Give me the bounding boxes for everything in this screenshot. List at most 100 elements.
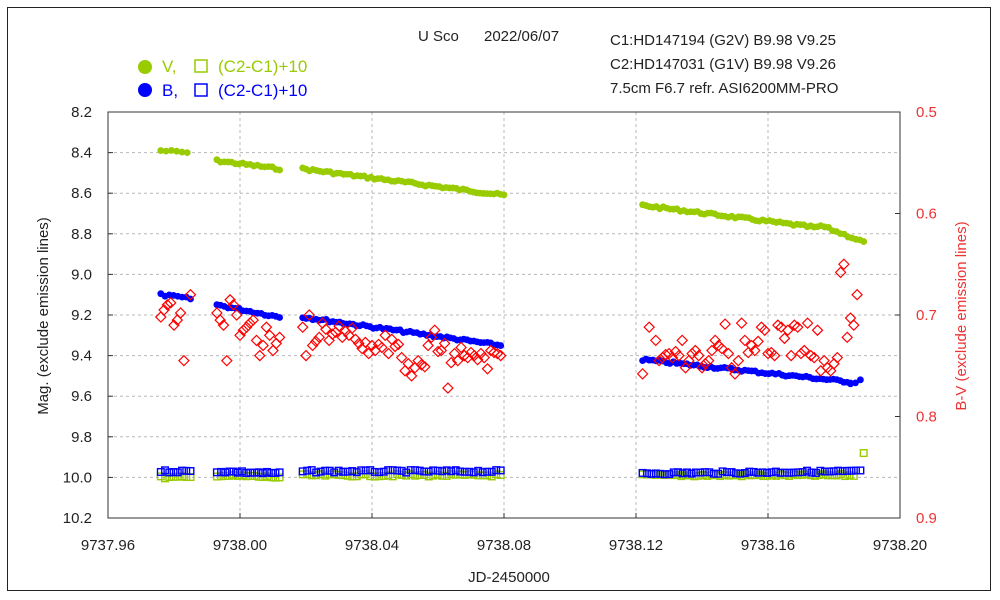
data-point bbox=[859, 449, 868, 458]
data-point bbox=[422, 339, 434, 352]
data-point bbox=[709, 334, 722, 347]
data-point bbox=[665, 470, 674, 479]
data-point bbox=[696, 361, 708, 374]
data-point bbox=[438, 337, 451, 350]
data-point bbox=[465, 467, 474, 476]
data-point bbox=[849, 471, 858, 480]
data-point bbox=[366, 339, 378, 352]
data-point bbox=[643, 321, 656, 334]
y-tick-label: 8.6 bbox=[71, 185, 92, 202]
data-point bbox=[178, 466, 187, 475]
data-point bbox=[411, 471, 420, 480]
data-point bbox=[154, 311, 167, 323]
data-point bbox=[699, 357, 712, 370]
data-point bbox=[825, 467, 834, 476]
data-point bbox=[184, 288, 197, 301]
data-point bbox=[237, 467, 246, 476]
data-point bbox=[715, 342, 728, 355]
data-point bbox=[791, 321, 804, 334]
data-point bbox=[669, 468, 678, 477]
data-point bbox=[224, 293, 236, 306]
data-point bbox=[442, 471, 451, 480]
data-point bbox=[393, 466, 402, 475]
data-point bbox=[691, 468, 700, 477]
data-point bbox=[167, 147, 175, 154]
data-point bbox=[298, 467, 307, 476]
data-point bbox=[768, 349, 781, 362]
data-point bbox=[169, 472, 178, 481]
data-point bbox=[343, 467, 352, 476]
data-point bbox=[424, 472, 433, 481]
data-point bbox=[174, 307, 187, 319]
data-point bbox=[156, 467, 165, 476]
legend-v-marker bbox=[138, 60, 152, 74]
x-tick-label: 9738.04 bbox=[345, 537, 399, 554]
data-point bbox=[718, 467, 727, 476]
data-point bbox=[653, 354, 665, 367]
data-point bbox=[276, 314, 283, 321]
data-point bbox=[758, 324, 771, 337]
data-point bbox=[709, 469, 718, 478]
data-point bbox=[161, 466, 170, 475]
data-point bbox=[402, 357, 415, 370]
y2-tick-label: 0.5 bbox=[916, 104, 937, 121]
data-point bbox=[326, 328, 339, 341]
y-axis-label: Mag. (exclude emission lines) bbox=[35, 217, 52, 415]
legend-b-label: B, bbox=[162, 81, 179, 100]
x-tick-label: 9738.12 bbox=[609, 537, 663, 554]
data-point bbox=[748, 344, 761, 357]
data-point bbox=[794, 468, 803, 477]
legend-markers bbox=[138, 59, 208, 97]
series-b-c2-c1-10 bbox=[156, 466, 865, 479]
data-point bbox=[325, 466, 334, 475]
data-point bbox=[749, 467, 758, 476]
data-point bbox=[330, 468, 339, 477]
legend-b-check-marker bbox=[194, 83, 208, 97]
data-point bbox=[161, 474, 170, 483]
data-point bbox=[772, 319, 784, 331]
data-point bbox=[789, 468, 798, 477]
data-point bbox=[415, 466, 424, 475]
y-tick-label: 10.2 bbox=[63, 510, 92, 527]
instrument-setup: 7.5cm F6.7 refr. ASI6200MM-PRO bbox=[610, 80, 839, 97]
data-point bbox=[706, 344, 718, 357]
data-point bbox=[455, 341, 467, 354]
data-point bbox=[334, 466, 343, 475]
data-point bbox=[683, 468, 692, 477]
data-point bbox=[778, 332, 791, 345]
data-point bbox=[805, 349, 817, 362]
y2-tick-label: 0.8 bbox=[916, 409, 937, 426]
data-point bbox=[263, 467, 272, 476]
data-point bbox=[375, 468, 384, 477]
data-point bbox=[798, 468, 807, 477]
data-point bbox=[384, 466, 393, 475]
data-point bbox=[352, 472, 361, 481]
data-point bbox=[296, 321, 309, 334]
data-point bbox=[361, 466, 370, 475]
data-point bbox=[438, 471, 447, 480]
data-point bbox=[474, 466, 483, 475]
data-point bbox=[429, 466, 438, 475]
data-point bbox=[415, 358, 428, 371]
data-point bbox=[834, 266, 847, 279]
data-point bbox=[156, 472, 165, 481]
data-point bbox=[852, 379, 859, 387]
data-point bbox=[395, 351, 408, 364]
data-point bbox=[164, 296, 177, 309]
data-point bbox=[469, 468, 478, 477]
data-point bbox=[333, 320, 345, 333]
data-point bbox=[433, 466, 442, 475]
data-point bbox=[244, 317, 256, 329]
data-point bbox=[856, 466, 865, 475]
data-point bbox=[719, 318, 731, 330]
data-point bbox=[428, 324, 441, 337]
y2-tick-label: 0.7 bbox=[916, 307, 937, 324]
y-tick-label: 9.8 bbox=[71, 429, 92, 446]
data-point bbox=[829, 467, 838, 476]
grid-lines bbox=[108, 112, 900, 518]
data-point bbox=[451, 466, 460, 475]
data-point bbox=[375, 472, 384, 481]
data-point bbox=[165, 473, 174, 482]
data-point bbox=[818, 354, 830, 367]
data-point bbox=[321, 466, 330, 475]
